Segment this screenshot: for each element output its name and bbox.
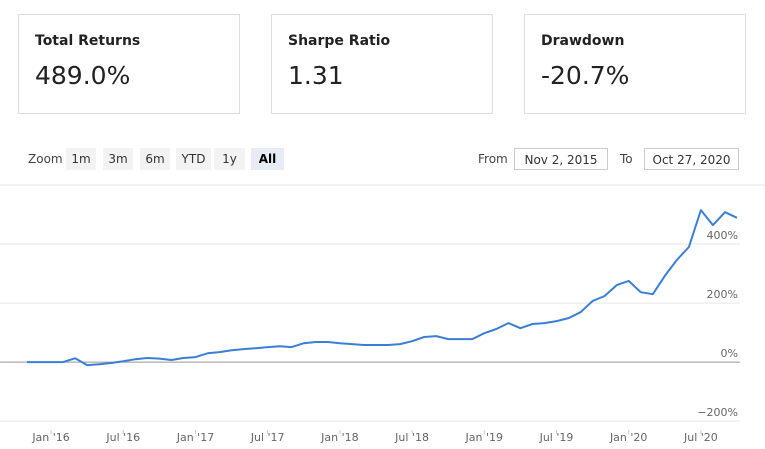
x-tick-label: Jul '16 bbox=[105, 431, 140, 444]
to-label: To bbox=[620, 152, 633, 166]
zoom-button[interactable]: 1m bbox=[66, 148, 96, 170]
metric-value: 1.31 bbox=[288, 61, 344, 90]
from-date-input[interactable]: Nov 2, 2015 bbox=[514, 148, 608, 170]
zoom-button[interactable]: 3m bbox=[103, 148, 133, 170]
zoom-button[interactable]: All bbox=[251, 148, 284, 170]
line-series bbox=[27, 209, 738, 367]
y-tick-label: 0% bbox=[721, 347, 738, 360]
x-tick-label: Jul '19 bbox=[539, 431, 574, 444]
y-tick-label: 200% bbox=[707, 288, 738, 301]
zoom-button[interactable]: 1y bbox=[214, 148, 245, 170]
metric-label: Drawdown bbox=[541, 33, 625, 49]
x-tick-label: Jul '20 bbox=[683, 431, 718, 444]
x-tick-label: Jan '18 bbox=[320, 431, 358, 444]
y-tick-label: −200% bbox=[697, 406, 738, 419]
metric-card: Total Returns 489.0% bbox=[18, 14, 240, 114]
x-tick-label: Jan '16 bbox=[31, 431, 69, 444]
x-tick-label: Jan '20 bbox=[609, 431, 647, 444]
metric-label: Total Returns bbox=[35, 33, 141, 49]
x-tick-label: Jul '18 bbox=[394, 431, 429, 444]
from-label: From bbox=[478, 152, 508, 166]
zoom-button[interactable]: YTD bbox=[176, 148, 211, 170]
metric-card: Sharpe Ratio 1.31 bbox=[271, 14, 493, 114]
metric-card: Drawdown -20.7% bbox=[524, 14, 746, 114]
metric-label: Sharpe Ratio bbox=[288, 33, 391, 49]
metric-value: 489.0% bbox=[35, 61, 131, 90]
x-tick-label: Jan '17 bbox=[176, 431, 214, 444]
zoom-label: Zoom bbox=[28, 152, 63, 166]
to-date-input[interactable]: Oct 27, 2020 bbox=[644, 148, 739, 170]
x-tick-label: Jul '17 bbox=[250, 431, 285, 444]
zoom-button[interactable]: 6m bbox=[140, 148, 170, 170]
x-tick-label: Jan '19 bbox=[465, 431, 503, 444]
metric-value: -20.7% bbox=[541, 61, 630, 90]
y-tick-label: 400% bbox=[707, 229, 738, 242]
